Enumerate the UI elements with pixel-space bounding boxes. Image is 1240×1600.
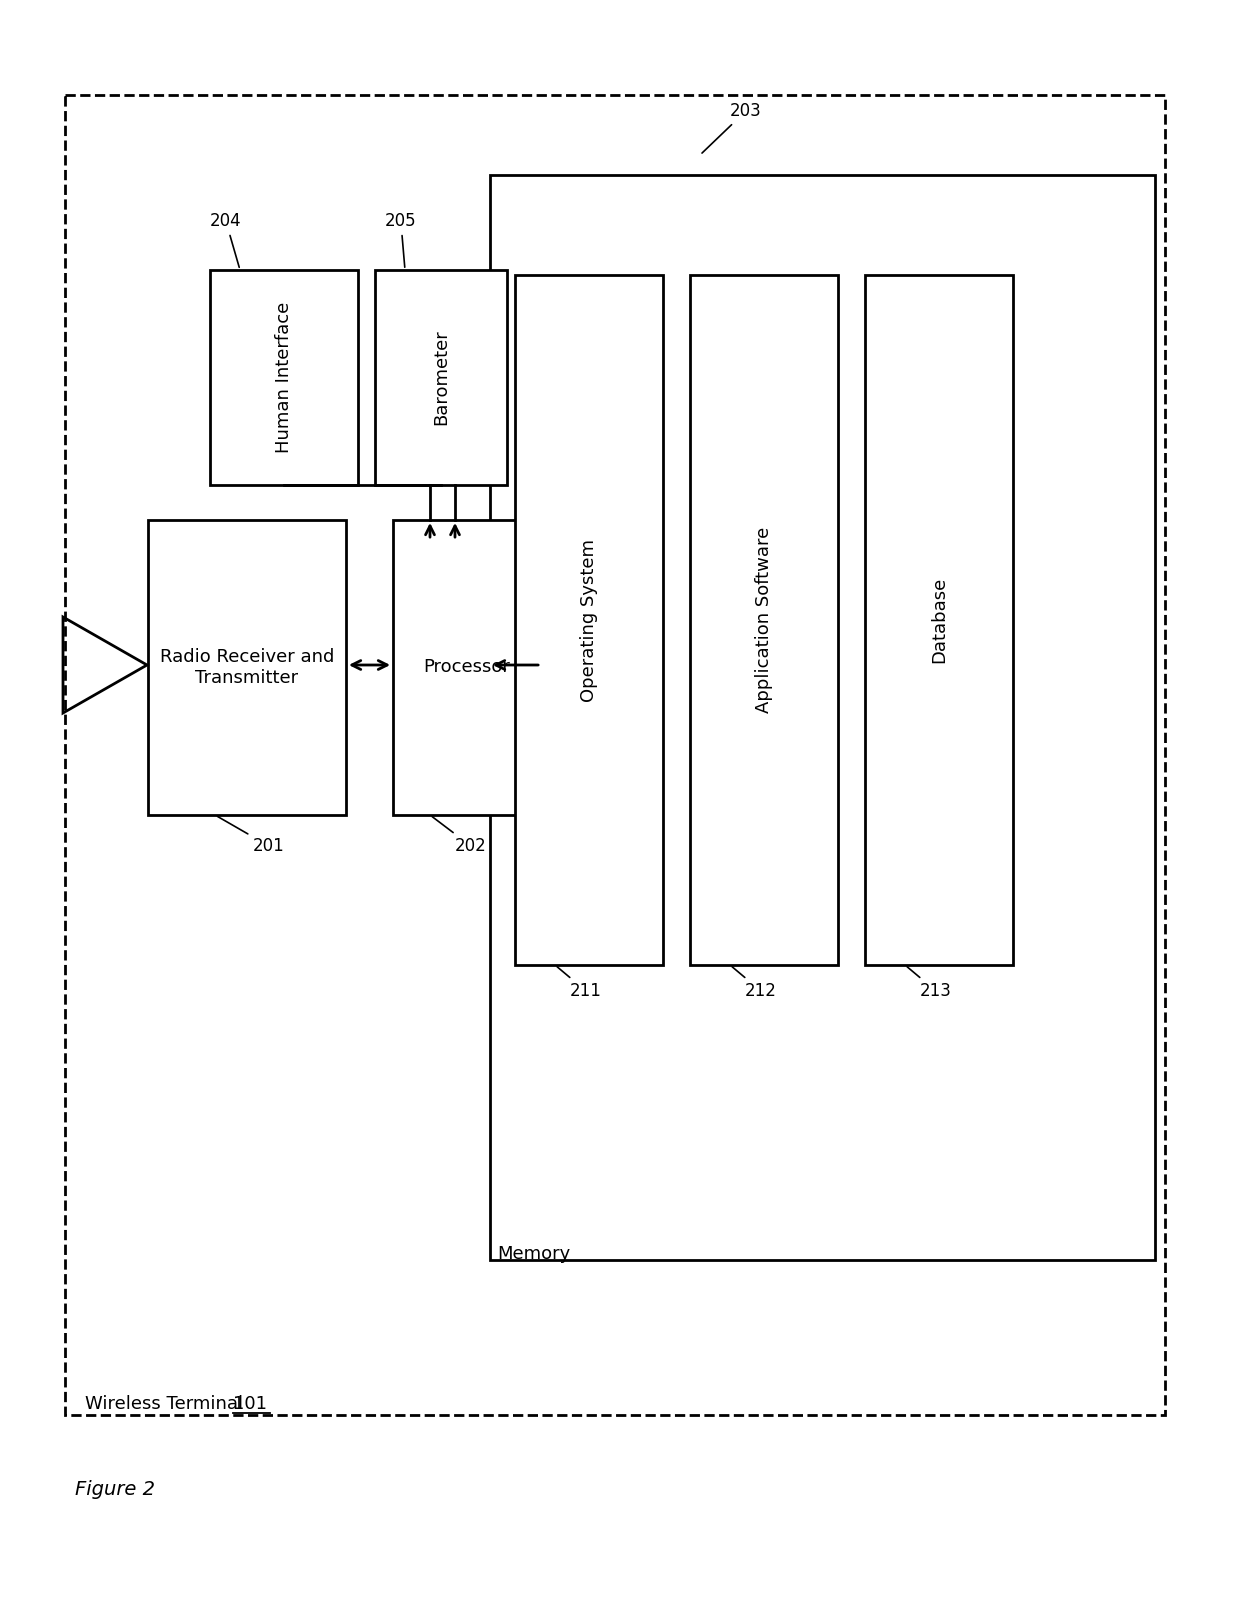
Text: 201: 201 [217,816,285,854]
Text: Barometer: Barometer [432,330,450,426]
Text: Application Software: Application Software [755,526,773,714]
Text: Memory: Memory [497,1245,570,1262]
Bar [866,275,1013,965]
Text: 211: 211 [557,966,601,1000]
Bar [490,174,1154,1261]
Bar [689,275,838,965]
Bar [393,520,541,814]
Text: 213: 213 [908,966,952,1000]
Bar [374,270,507,485]
Text: 205: 205 [384,211,417,267]
Bar [210,270,358,485]
Text: 212: 212 [732,966,777,1000]
Bar [148,520,346,814]
Text: Wireless Terminal: Wireless Terminal [86,1395,249,1413]
Text: 202: 202 [433,816,487,854]
Bar [64,94,1166,1414]
Text: Operating System: Operating System [580,539,598,701]
Text: Database: Database [930,578,949,662]
Text: 204: 204 [210,211,242,267]
Text: Processor: Processor [424,659,511,677]
Bar [515,275,663,965]
Text: 203: 203 [702,102,761,154]
Text: 101: 101 [233,1395,267,1413]
Text: Human Interface: Human Interface [275,302,293,453]
Text: Radio Receiver and
Transmitter: Radio Receiver and Transmitter [160,648,335,686]
Text: Figure 2: Figure 2 [74,1480,155,1499]
